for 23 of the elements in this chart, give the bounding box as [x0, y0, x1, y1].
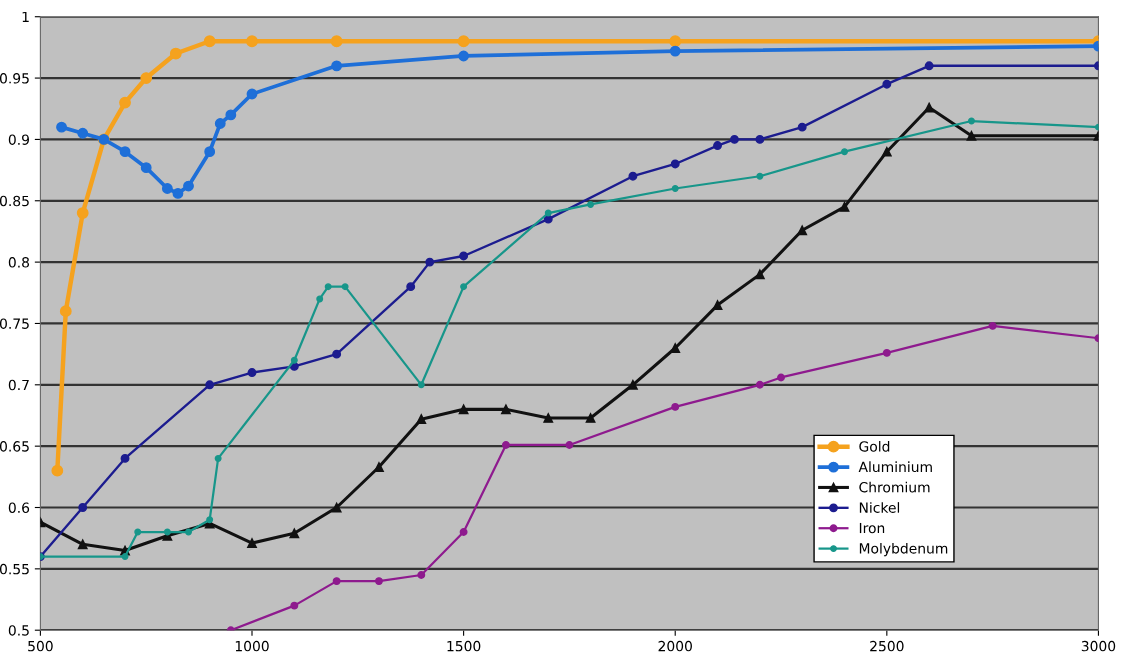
y-tick-label: 0.5	[8, 625, 29, 636]
y-tick-label: 1	[22, 11, 29, 22]
y-tick-label: 0.7	[8, 379, 29, 391]
legend-label: Nickel	[859, 502, 900, 513]
y-tick-label: 0.95	[0, 73, 29, 84]
y-tick-label: 0.6	[8, 502, 30, 513]
y-tick-label: 0.65	[0, 441, 29, 452]
y-tick-label: 0.85	[0, 195, 29, 207]
x-tick-label: 3000	[1081, 640, 1116, 652]
legend-label: Chromium	[859, 481, 930, 493]
legend-label: Aluminium	[858, 461, 932, 473]
y-tick-label: 0.8	[8, 257, 30, 268]
y-tick-label: 0.55	[0, 563, 29, 575]
x-tick-label: 1500	[447, 640, 481, 652]
x-tick-label: 1000	[235, 640, 269, 652]
y-tick-label: 0.9	[8, 134, 29, 145]
legend-label: Gold	[859, 440, 890, 452]
legend-label: Molybdenum	[859, 542, 948, 557]
x-tick-label: 500	[28, 640, 53, 652]
x-tick-label: 2000	[658, 640, 692, 652]
x-tick-label: 2500	[870, 640, 904, 652]
y-tick-label: 0.75	[0, 318, 29, 329]
legend-label: Iron	[859, 522, 885, 534]
